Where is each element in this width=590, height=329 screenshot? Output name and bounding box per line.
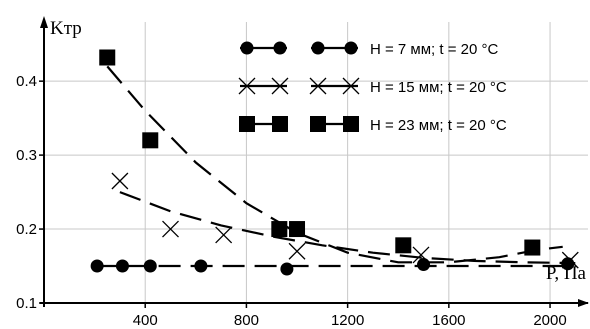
data-point-circle bbox=[90, 259, 104, 273]
y-tick-label: 0.1 bbox=[16, 295, 37, 312]
data-point-square bbox=[142, 132, 159, 149]
legend-label: H = 23 мм; t = 20 °C bbox=[370, 117, 507, 134]
data-point-circle bbox=[194, 259, 208, 273]
legend-marker-square bbox=[239, 116, 255, 132]
y-axis-label: Kтр bbox=[50, 18, 82, 39]
x-axis-arrow bbox=[578, 299, 589, 307]
x-tick-label: 1600 bbox=[432, 312, 465, 329]
data-point-x bbox=[162, 220, 179, 238]
y-axis-arrow bbox=[40, 16, 48, 28]
data-point-x bbox=[111, 172, 129, 190]
x-axis-label: P, Па bbox=[546, 263, 587, 284]
legend-marker-square bbox=[310, 116, 326, 132]
x-tick-label: 1200 bbox=[331, 312, 364, 329]
legend-marker-circle bbox=[344, 41, 358, 55]
legend-marker-x bbox=[342, 77, 360, 95]
grid-lines bbox=[44, 22, 588, 303]
data-point-square bbox=[271, 221, 288, 238]
legend-marker-square bbox=[272, 116, 288, 132]
data-point-square bbox=[524, 239, 541, 256]
fit-curves bbox=[94, 65, 576, 268]
data-point-square bbox=[289, 221, 306, 238]
data-point-square bbox=[99, 49, 116, 66]
legend-marker-x bbox=[238, 77, 256, 95]
x-tick-label: 800 bbox=[234, 312, 259, 329]
data-point-x bbox=[215, 226, 233, 244]
data-point-circle bbox=[417, 258, 431, 272]
legend-marker-x bbox=[271, 77, 289, 95]
data-point-x bbox=[288, 242, 306, 260]
fit-curve-x bbox=[119, 191, 576, 265]
y-tick-label: 0.4 bbox=[16, 73, 37, 90]
data-point-circle bbox=[115, 259, 129, 273]
legend-marker-circle bbox=[311, 41, 325, 55]
data-point-x bbox=[412, 246, 430, 264]
legend-marker-x bbox=[309, 77, 327, 95]
legend-label: H = 15 мм; t = 20 °C bbox=[370, 79, 507, 96]
data-point-circle bbox=[143, 259, 157, 273]
x-tick-label: 400 bbox=[133, 312, 158, 329]
x-tick-label: 2000 bbox=[533, 312, 566, 329]
legend: H = 7 мм; t = 20 °C H = 15 мм; t = 20 °C H… bbox=[238, 41, 507, 134]
fit-curve-square bbox=[106, 65, 563, 264]
legend-marker-square bbox=[343, 116, 359, 132]
legend-label: H = 7 мм; t = 20 °C bbox=[370, 41, 499, 58]
legend-marker-circle bbox=[273, 41, 287, 55]
legend-marker-circle bbox=[240, 41, 254, 55]
data-markers bbox=[90, 49, 579, 276]
tick-labels: 400 800 1200 1600 2000 0.1 0.2 0.3 0.4 bbox=[16, 73, 567, 329]
data-point-circle bbox=[280, 262, 294, 276]
axes bbox=[39, 16, 589, 308]
data-point-square bbox=[395, 237, 412, 254]
data-point-x bbox=[561, 251, 579, 269]
y-tick-label: 0.3 bbox=[16, 147, 37, 164]
y-tick-label: 0.2 bbox=[16, 221, 37, 238]
